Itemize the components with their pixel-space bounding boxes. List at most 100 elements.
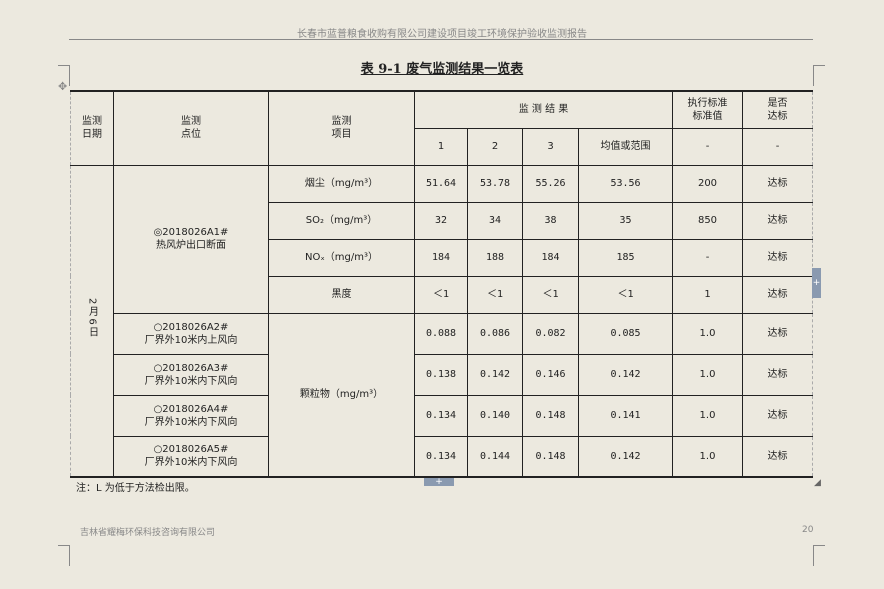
margin-mark [813,545,825,566]
point-name: 厂界外10米内上风向 [144,334,238,346]
value-cell: 0.141 [578,394,673,437]
point-cell: ◎2018026A1# 热风炉出口断面 [113,164,269,314]
point-code: ○2018026A3# [153,362,229,374]
table-resize-handle-icon[interactable]: ◢ [814,478,821,488]
page-footer: 吉林省耀梅环保科技咨询有限公司 [80,528,216,538]
value-cell: 35 [578,201,673,240]
value-cell: 0.144 [467,435,523,478]
point-cell: ○2018026A4# 厂界外10米内下风向 [113,394,269,437]
header-rule [69,39,813,40]
standard-cell: 1.0 [672,312,743,355]
standard-cell: 1.0 [672,394,743,437]
value-cell: 0.142 [467,353,523,396]
compliant-cell: 达标 [742,201,813,240]
header-standard: 执行标准 标准值 [672,90,743,129]
compliant-cell: 达标 [742,164,813,203]
item-cell: SO₂（mg/m³） [268,201,415,240]
results-table: 监测 日期 监测 点位 监测 项目 监 测 结 果 执行标准 标准值 是否 达标… [70,90,813,478]
table-row: ○2018026A4# 厂界外10米内下风向 0.134 0.140 0.148 0.14… [71,394,813,437]
item-cell: NOₓ（mg/m³） [268,238,415,277]
value-cell: 38 [522,201,579,240]
date-text: 2月6日 [86,298,98,340]
standard-cell: 1.0 [672,435,743,478]
header-avg: 均值或范围 [578,127,673,166]
header-std-sub: - [672,127,743,166]
page-number: 20 [802,525,814,535]
header-compliant: 是否 达标 [742,90,813,129]
header-r2: 2 [467,127,523,166]
point-code: ○2018026A2# [153,321,229,333]
table-row: 2月6日 ◎2018026A1# 热风炉出口断面 烟尘（mg/m³） 51.64 53.7… [70,164,813,478]
value-cell: 53.56 [578,164,673,203]
value-cell: 0.134 [414,394,468,437]
value-cell: 0.086 [467,312,523,355]
value-cell: 0.085 [578,312,673,355]
value-cell: 0.134 [414,435,468,478]
value-cell: ＜1 [467,275,523,314]
header-item: 监测 项目 [268,90,415,166]
header-ok-sub: - [742,127,813,166]
value-cell: 184 [414,238,468,277]
point-name: 热风炉出口断面 [156,240,226,251]
table-row: ○2018026A3# 厂界外10米内下风向 0.138 0.142 0.146 0.14… [71,353,813,396]
value-cell: 0.088 [414,312,468,355]
value-cell: ＜1 [414,275,468,314]
point-name: 厂界外10米内下风向 [144,457,238,469]
value-cell: 184 [522,238,579,277]
item-cell: 黑度 [268,275,415,314]
point-cell: ○2018026A3# 厂界外10米内下风向 [113,353,269,396]
value-cell: 0.146 [522,353,579,396]
compliant-cell: 达标 [742,394,813,437]
item-cell: 烟尘（mg/m³） [268,164,415,203]
table-note: 注：L 为低于方法检出限。 [76,483,195,494]
value-cell: 0.148 [522,394,579,437]
compliant-cell: 达标 [742,238,813,277]
item-cell: 颗粒物（mg/m³） [268,312,415,478]
value-cell: 0.148 [522,435,579,478]
header-point: 监测 点位 [113,90,269,166]
point-cell: ○2018026A5# 厂界外10米内下风向 [113,435,269,478]
point-code: ◎2018026A1# [153,227,229,238]
table-move-handle-icon[interactable]: ✥ [58,80,68,93]
point-name: 厂界外10米内下风向 [144,375,238,387]
value-cell: 32 [414,201,468,240]
header-r3: 3 [522,127,579,166]
table-title: 表 9-1 废气监测结果一览表 [360,62,524,77]
point-name: 厂界外10米内下风向 [144,416,238,428]
compliant-cell: 达标 [742,435,813,478]
value-cell: ＜1 [578,275,673,314]
table-row: SO₂（mg/m³） 32 34 38 35 850 达标 [71,201,813,240]
compliant-cell: 达标 [742,353,813,396]
standard-cell: 1.0 [672,353,743,396]
add-row-icon[interactable]: + [424,478,454,487]
standard-cell: 850 [672,201,743,240]
table-row: ○2018026A2# 厂界外10米内上风向 颗粒物（mg/m³） 0.088 0.08… [71,312,813,478]
value-cell: 0.082 [522,312,579,355]
value-cell: ＜1 [522,275,579,314]
standard-cell: 200 [672,164,743,203]
point-cell: ○2018026A2# 厂界外10米内上风向 [113,312,269,355]
margin-mark [58,65,70,86]
compliant-cell: 达标 [742,275,813,314]
add-column-icon[interactable]: + [812,268,821,298]
value-cell: 53.78 [467,164,523,203]
margin-mark [813,65,825,86]
standard-cell: - [672,238,743,277]
compliant-cell: 达标 [742,312,813,355]
table-row: ○2018026A5# 厂界外10米内下风向 0.134 0.144 0.148 0.14… [71,435,813,478]
value-cell: 0.140 [467,394,523,437]
date-cell: 2月6日 [70,164,114,478]
point-code: ○2018026A4# [153,403,229,415]
standard-cell: 1 [672,275,743,314]
value-cell: 0.142 [578,353,673,396]
margin-mark [58,545,70,566]
value-cell: 51.64 [414,164,468,203]
page-header: 长春市蓝普粮食收购有限公司建设项目竣工环境保护验收监测报告 [297,29,587,40]
value-cell: 0.142 [578,435,673,478]
value-cell: 188 [467,238,523,277]
value-cell: 55.26 [522,164,579,203]
value-cell: 34 [467,201,523,240]
value-cell: 0.138 [414,353,468,396]
point-code: ○2018026A5# [153,444,229,456]
value-cell: 185 [578,238,673,277]
